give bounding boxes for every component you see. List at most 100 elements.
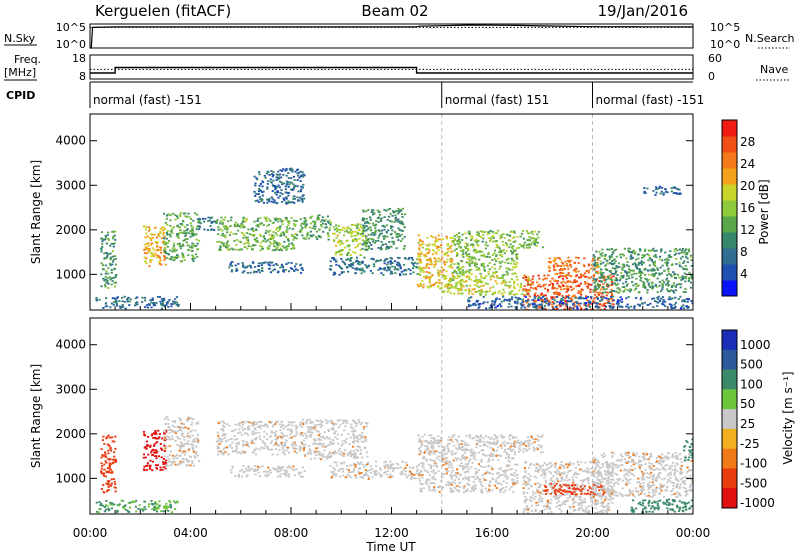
echo-cell (276, 234, 279, 237)
echo-cell (264, 240, 267, 243)
echo-cell (178, 417, 181, 420)
echo-cell (380, 232, 383, 235)
echo-cell (503, 291, 506, 294)
echo-cell (580, 273, 583, 276)
echo-cell (499, 265, 502, 268)
echo-cell (630, 269, 633, 272)
echo-cell (256, 199, 259, 202)
echo-cell (361, 239, 364, 242)
echo-cell (427, 276, 430, 279)
echo-cell (337, 225, 340, 227)
echo-cell (377, 239, 380, 242)
echo-cell (237, 263, 240, 265)
echo-cell (500, 300, 503, 303)
echo-cell (434, 251, 437, 254)
echo-cell (678, 248, 681, 251)
echo-cell (134, 297, 137, 300)
echo-cell (575, 280, 579, 283)
echo-cell (276, 246, 279, 249)
echo-cell (280, 421, 283, 423)
echo-cell (661, 288, 664, 291)
echo-cell (287, 181, 290, 184)
echo-cell (101, 268, 105, 270)
echo-cell (143, 500, 146, 503)
echo-cell (322, 222, 325, 225)
echo-cell (455, 283, 458, 286)
echo-cell (290, 201, 293, 204)
echo-cell (574, 270, 577, 272)
echo-cell (534, 295, 538, 298)
echo-cell (394, 216, 397, 219)
echo-cell (512, 231, 515, 234)
echo-cell (329, 223, 332, 226)
echo-cell (191, 462, 194, 465)
echo-cell (301, 443, 305, 446)
echo-cell (166, 242, 169, 244)
echo-cell (421, 246, 425, 249)
echo-cell (323, 449, 326, 452)
echo-cell (543, 277, 546, 280)
echo-cell (247, 425, 250, 427)
echo-cell (397, 264, 400, 267)
echo-cell (561, 268, 564, 271)
echo-cell (559, 258, 562, 261)
echo-cell (523, 246, 526, 249)
echo-cell (348, 231, 351, 233)
echo-cell (583, 272, 586, 275)
echo-cell (639, 272, 642, 274)
echo-cell (192, 243, 195, 246)
echo-cell (389, 263, 392, 265)
freq-frame (89, 54, 694, 80)
echo-cell (616, 283, 620, 285)
echo-cell (479, 272, 482, 275)
echo-cell (590, 296, 593, 298)
echo-cell (229, 262, 232, 265)
echo-cell (276, 243, 279, 246)
echo-cell (428, 243, 431, 246)
echo-cell (226, 231, 229, 234)
echo-cell (586, 282, 589, 285)
echo-cell (267, 263, 270, 266)
echo-cell (361, 440, 364, 443)
echo-cell (673, 291, 676, 294)
echo-cell (684, 288, 687, 290)
echo-cell (565, 264, 568, 266)
echo-cell (563, 285, 566, 287)
echo-cell (136, 303, 139, 306)
echo-cell (219, 450, 222, 453)
echo-cell (439, 246, 442, 249)
echo-cell (187, 432, 190, 435)
echo-cell (206, 229, 209, 231)
echo-cell (148, 467, 151, 469)
echo-cell (159, 443, 162, 445)
echo-cell (379, 259, 382, 262)
echo-cell (192, 219, 195, 222)
echo-cell (611, 282, 614, 285)
echo-cell (275, 193, 278, 196)
echo-cell (143, 249, 146, 251)
echo-cell (657, 298, 660, 300)
echo-cell (182, 219, 185, 222)
echo-cell (156, 245, 159, 248)
echo-cell (611, 290, 614, 292)
echo-cell (483, 266, 486, 269)
echo-cell (340, 253, 343, 256)
echo-cell (330, 422, 333, 424)
echo-cell (420, 285, 423, 287)
echo-cell (654, 194, 657, 196)
echo-cell (289, 429, 292, 432)
echo-cell (493, 304, 496, 306)
power-frame (89, 113, 694, 311)
echo-cell (467, 277, 471, 280)
echo-cell (107, 287, 110, 289)
echo-cell (507, 285, 510, 287)
echo-cell (675, 263, 678, 265)
echo-cell (440, 266, 443, 269)
echo-cell (277, 178, 280, 180)
echo-cell (289, 433, 292, 436)
echo-cell (349, 229, 353, 231)
echo-cell (377, 221, 380, 223)
echo-cell (662, 193, 665, 196)
echo-cell (409, 272, 412, 275)
echo-cell (343, 429, 346, 432)
